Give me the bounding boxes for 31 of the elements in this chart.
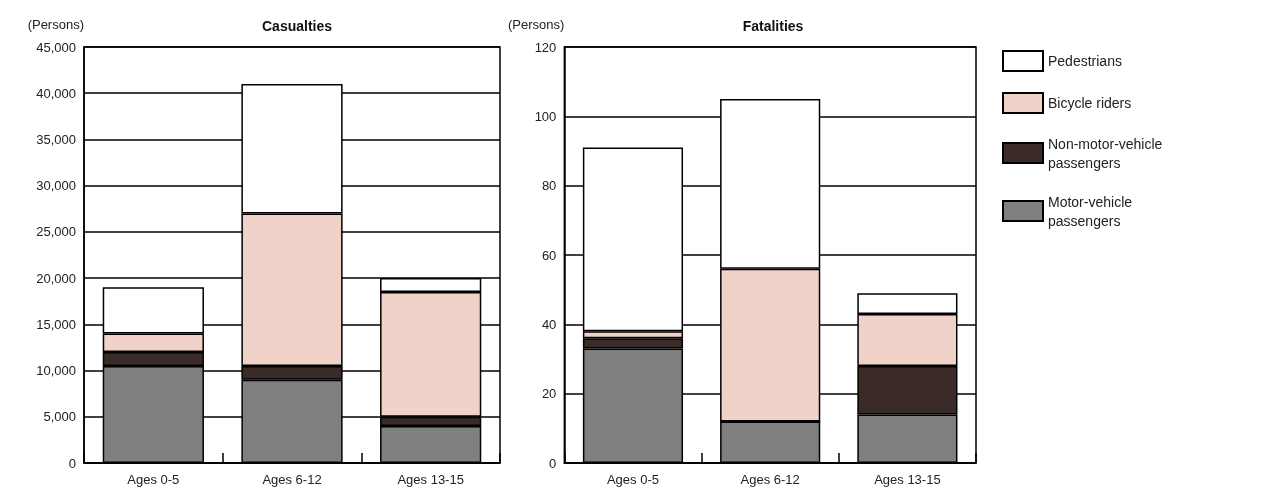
y-tick-label: 5,000 [43,409,76,425]
y-tick-label: 100 [534,108,557,124]
legend-label: Motor-vehicle passengers [1048,193,1136,229]
x-tick-label: Ages 13-15 [397,472,464,487]
legend-label: Bicycle riders [1048,95,1132,111]
y-tick-label: 35,000 [36,131,76,147]
x-tick-label: Ages 6-12 [740,472,800,487]
y-tick-label: 15,000 [36,316,76,332]
y-tick-label: 45,000 [36,39,76,55]
legend-label: Non-motor-vehicle passengers [1048,135,1167,171]
x-tick-label: Ages 0-5 [606,472,659,487]
x-tick-label: Ages 6-12 [262,472,322,487]
legend-label: Pedestrians [1048,53,1122,69]
y-tick-label: 40 [541,316,557,332]
y-tick-label: 20,000 [36,270,76,286]
y-tick-label: 10,000 [36,363,76,379]
y-tick-label: 60 [541,247,557,263]
y-tick-label: 40,000 [36,85,76,101]
y-tick-label: 25,000 [36,224,76,240]
y-axis-title: (Persons) [27,17,84,32]
chart-title: Fatalities [742,18,804,34]
y-axis-title: (Persons) [507,17,565,32]
y-tick-label: 30,000 [36,178,76,194]
y-tick-label: 120 [534,39,557,55]
x-tick-label: Ages 13-15 [874,472,941,487]
y-tick-label: 20 [541,386,557,402]
y-tick-label: 0 [549,455,557,471]
chart-title: Casualties [261,18,333,34]
y-tick-label: 0 [68,455,76,471]
x-tick-label: Ages 0-5 [127,472,180,487]
y-tick-label: 80 [541,178,557,194]
